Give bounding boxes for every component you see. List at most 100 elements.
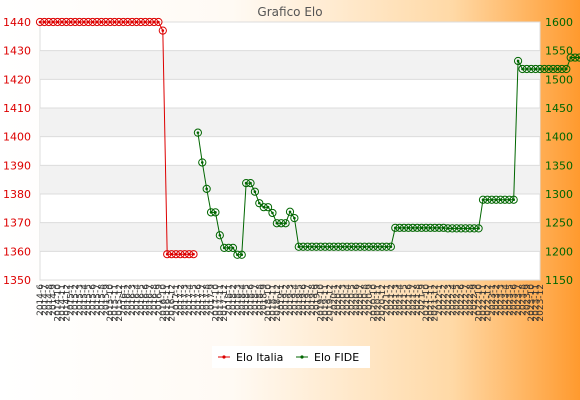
x-tick-label: 2019-2 <box>282 284 292 316</box>
x-tick-label: 2023-9 <box>523 284 533 316</box>
x-tick-label: 2020-9 <box>365 284 375 316</box>
legend-label: Elo FIDE <box>314 351 359 364</box>
x-tick-label: 2020-8 <box>361 284 371 316</box>
data-point-center <box>288 210 292 214</box>
series-points <box>35 17 580 259</box>
x-tick-label: 2015-9 <box>102 284 112 316</box>
legend-box <box>212 346 370 368</box>
x-tick-label: 2018-2 <box>229 284 239 316</box>
y-left-tick-label: 1410 <box>3 102 31 115</box>
data-point-center <box>205 187 208 191</box>
x-tick-label: 2018-9 <box>260 284 270 316</box>
x-tick-label: 2015-11 <box>111 284 121 322</box>
x-tick-label: 2016-4 <box>132 284 142 316</box>
data-point-center <box>157 20 160 24</box>
y-right-tick-label: 1500 <box>545 73 573 86</box>
y-left-tick-label: 1380 <box>3 188 31 201</box>
x-tick-label: 2018-1 <box>225 284 235 316</box>
data-point <box>562 64 571 74</box>
x-tick-label: 2023-7 <box>514 284 524 316</box>
x-tick-label: 2016-6 <box>141 284 151 316</box>
y-left-tick-label: 1420 <box>3 73 31 86</box>
plot-background <box>39 21 541 281</box>
x-tick-label: 2018-5 <box>242 284 252 316</box>
x-tick-label: 2019-6 <box>299 284 309 316</box>
x-tick-label: 2021-3 <box>391 284 401 316</box>
data-point-center <box>231 246 235 250</box>
x-tick-label: 2020-6 <box>352 284 362 316</box>
data-point-center <box>214 211 217 214</box>
data-point-center <box>200 161 204 164</box>
x-tick-label: 2021-5 <box>400 284 410 316</box>
data-point <box>386 242 395 251</box>
x-tick-label: 2022-12 <box>483 284 493 322</box>
data-point <box>198 158 207 167</box>
x-tick-label: 2020-11 <box>374 284 384 322</box>
x-tick-label: 2022-1 <box>435 284 445 316</box>
plot-band <box>40 222 540 252</box>
data-point <box>509 195 518 204</box>
y-right-tick-label: 1250 <box>545 217 573 230</box>
x-tick-label: 2018-4 <box>238 284 248 316</box>
y-left-tick-label: 1370 <box>3 217 31 230</box>
y-right-tick-label: 1200 <box>545 245 573 258</box>
x-tick-label: 2016-1 <box>119 284 129 316</box>
x-tick-label: 2019-11 <box>321 284 331 322</box>
x-tick-label: 2021-1 <box>382 284 392 316</box>
x-tick-label: 2015-4 <box>80 284 90 316</box>
x-tick-label: 2020-1 <box>330 284 340 316</box>
y-left-tick-label: 1400 <box>3 131 31 144</box>
data-point <box>246 179 255 188</box>
y-axis-right: 1150 1200 1250 1300 1350 1400 1450 1500 1550 1600 <box>545 16 573 287</box>
x-tick-label: 2022-10 <box>475 284 485 322</box>
x-tick-label: 2021-2 <box>387 284 397 316</box>
x-tick-label: 2017-10 <box>211 284 221 322</box>
plot-band <box>40 165 540 194</box>
x-tick-label: 2018-10 <box>264 284 274 322</box>
x-tick-label: 2016-8 <box>150 284 160 316</box>
x-tick-label: 2016-2 <box>124 284 134 316</box>
data-point <box>474 224 483 233</box>
x-tick-label: 2022-6 <box>457 284 467 316</box>
data-point <box>268 208 277 218</box>
x-tick-label: 2023-12 <box>536 284 546 322</box>
x-tick-label: 2018-8 <box>255 284 265 316</box>
x-tick-label: 2019-10 <box>317 284 327 322</box>
x-tick-label: 2015-2 <box>71 284 81 316</box>
x-tick-label: 2022-9 <box>470 284 480 316</box>
x-tick-label: 2023-4 <box>501 284 511 316</box>
data-point-center <box>477 227 480 230</box>
x-tick-label: 2019-4 <box>290 284 300 316</box>
x-tick-label: 2017-7 <box>198 284 208 316</box>
data-point <box>285 207 295 216</box>
data-point <box>202 184 211 193</box>
x-tick-label: 2023-8 <box>518 284 528 316</box>
x-tick-label: 2020-7 <box>356 284 366 316</box>
x-tick-label: 2023-1 <box>488 284 498 316</box>
x-tick-label: 2023-6 <box>510 284 520 316</box>
x-tick-label: 2016-11 <box>163 284 173 322</box>
data-point <box>575 53 580 62</box>
y-right-tick-label: 1400 <box>545 131 573 144</box>
x-tick-label: 2022-4 <box>448 284 458 316</box>
x-tick-label: 2017-1 <box>172 284 182 316</box>
x-tick-label: 2014-7 <box>40 284 50 316</box>
data-point <box>193 128 202 137</box>
legend-label: Elo Italia <box>236 351 283 364</box>
data-point <box>290 213 299 223</box>
x-tick-label: 2015-6 <box>89 284 99 316</box>
data-point <box>215 231 224 240</box>
y-axis-left: 1350 1360 1370 1380 1390 1400 1410 1420 1430 1440 <box>3 16 31 287</box>
x-tick-label: 2022-2 <box>440 284 450 316</box>
x-tick-label: 2014-10 <box>54 284 64 322</box>
plot-band <box>40 50 540 80</box>
data-point <box>237 250 246 259</box>
legend-marker <box>300 355 304 359</box>
x-tick-label: 2019-8 <box>308 284 318 316</box>
x-tick-label: 2017-12 <box>220 284 230 322</box>
x-tick-label: 2022-8 <box>466 284 476 316</box>
y-left-tick-label: 1390 <box>3 159 31 172</box>
x-tick-label: 2020-12 <box>378 284 388 322</box>
